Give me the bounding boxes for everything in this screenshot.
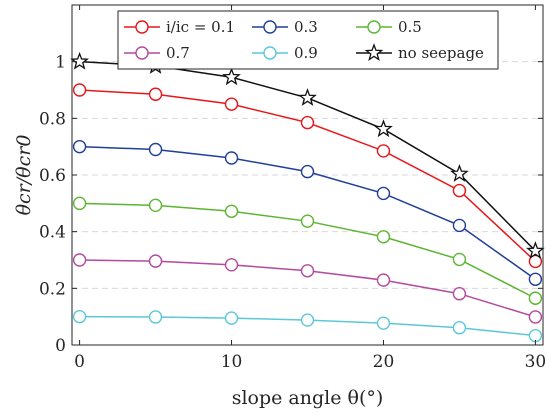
legend-entry: 0.3 — [252, 18, 318, 36]
data-point — [300, 164, 315, 179]
y-tick-label: 1 — [55, 53, 66, 73]
legend-marker — [364, 43, 384, 61]
x-tick-label: 0 — [74, 352, 85, 372]
legend: i/ic = 0.1 0.3 0.5 0.7 0.9 no seepage — [117, 10, 499, 70]
legend-marker — [263, 20, 277, 34]
data-point — [376, 316, 391, 330]
legend-label: i/ic = 0.1 — [166, 18, 235, 36]
x-axis-title: slope angle θ(°) — [232, 387, 384, 409]
legend-entry: 0.5 — [356, 18, 422, 36]
data-point — [528, 328, 543, 343]
y-axis-title: θcr/θcr0 — [13, 135, 35, 216]
data-point — [148, 254, 163, 268]
data-point — [72, 309, 87, 324]
data-point — [376, 186, 391, 201]
legend-marker — [367, 20, 381, 34]
series-2 — [72, 139, 543, 286]
data-point — [148, 87, 163, 101]
data-point — [450, 164, 469, 182]
data-point — [72, 253, 87, 267]
data-point — [452, 252, 467, 267]
data-point — [452, 287, 467, 301]
data-point — [224, 204, 239, 218]
plot-series — [70, 51, 545, 343]
data-point — [222, 67, 241, 86]
y-tick-label: 0.2 — [39, 279, 66, 299]
data-point — [528, 291, 543, 305]
legend-marker — [135, 46, 149, 60]
data-point — [376, 230, 391, 244]
legend-entry: i/ic = 0.1 — [124, 18, 235, 36]
data-point — [376, 144, 391, 158]
legend-entry: no seepage — [356, 43, 484, 62]
data-point — [528, 272, 543, 286]
data-point — [376, 273, 391, 287]
data-point — [300, 115, 315, 130]
data-point — [72, 139, 87, 154]
y-tick-label: 0.4 — [39, 223, 66, 243]
legend-marker — [135, 20, 149, 34]
series-1 — [72, 83, 543, 269]
data-point — [452, 218, 467, 233]
data-point — [300, 214, 315, 228]
y-tick-label: 0 — [55, 336, 66, 356]
y-tick-label: 0.6 — [39, 166, 66, 186]
data-point — [528, 310, 543, 324]
data-point — [452, 183, 467, 198]
x-tick-label: 10 — [221, 352, 243, 372]
data-point — [528, 254, 543, 269]
data-point — [224, 151, 239, 165]
legend-entry: 0.9 — [252, 44, 318, 62]
data-point — [224, 258, 239, 272]
legend-entry: 0.7 — [124, 44, 190, 62]
y-tick-label: 0.8 — [39, 109, 66, 129]
data-point — [148, 310, 163, 324]
data-point — [374, 119, 393, 138]
legend-marker — [263, 46, 277, 60]
series-3 — [72, 196, 543, 305]
data-point — [148, 198, 163, 213]
legend-label: 0.9 — [294, 44, 318, 62]
series-5 — [72, 309, 543, 343]
legend-label: 0.5 — [398, 18, 422, 36]
legend-label: 0.3 — [294, 18, 318, 36]
data-point — [224, 97, 239, 111]
data-point — [526, 241, 545, 259]
data-point — [300, 264, 315, 278]
data-point — [300, 313, 315, 327]
series-4 — [72, 253, 543, 324]
data-point — [70, 51, 89, 70]
data-point — [72, 83, 87, 97]
data-point — [452, 321, 467, 335]
data-point — [298, 88, 317, 106]
legend-label: no seepage — [398, 44, 484, 62]
data-point — [224, 311, 239, 325]
x-tick-label: 30 — [525, 352, 547, 372]
x-tick-label: 20 — [373, 352, 395, 372]
data-point — [148, 142, 163, 157]
data-point — [72, 196, 87, 211]
legend-box — [117, 10, 499, 70]
legend-label: 0.7 — [166, 44, 190, 62]
